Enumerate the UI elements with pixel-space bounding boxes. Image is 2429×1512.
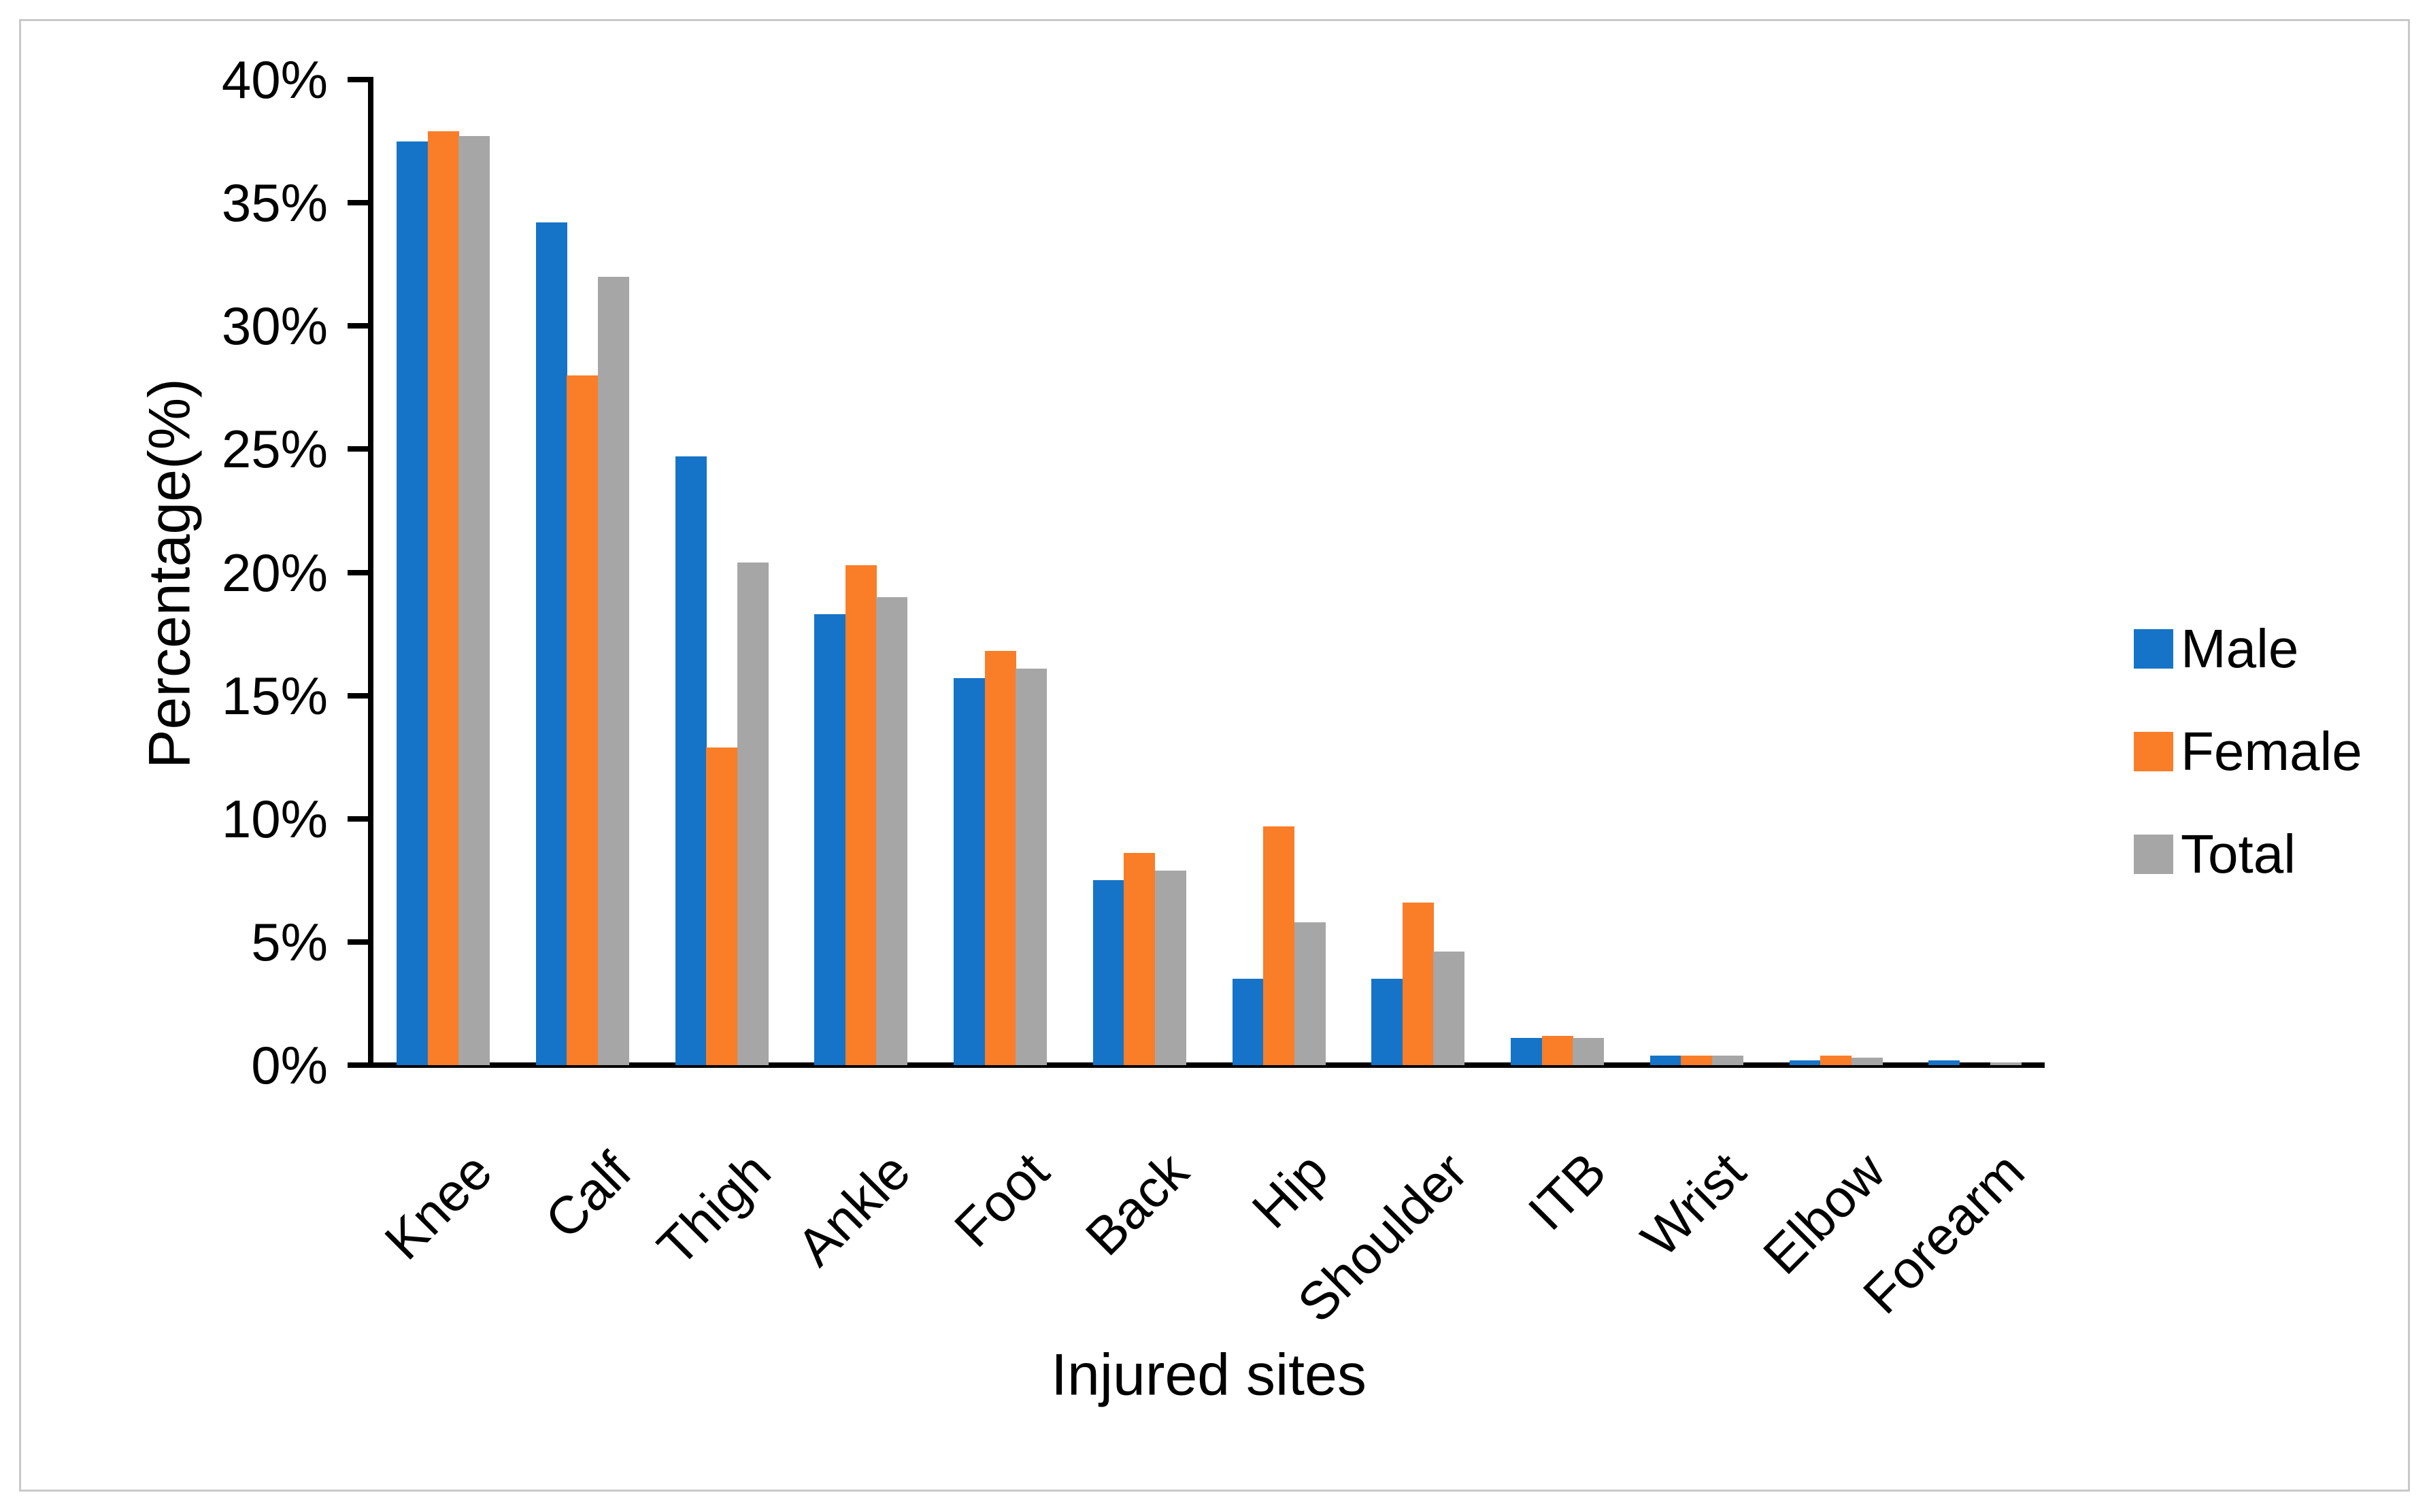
x-axis-title: Injured sites [1051,1342,1367,1408]
bar-male-forearm [1928,1060,1960,1065]
bar-male-shoulder [1371,979,1403,1065]
bar-female-hip [1263,826,1294,1065]
x-axis-line [368,1062,2045,1068]
bar-female-foot [985,651,1016,1065]
bar-total-itb [1573,1038,1604,1065]
bar-female-wrist [1681,1056,1712,1065]
y-tick-label-0-: 0% [251,1035,328,1095]
bar-male-thigh [675,456,707,1065]
y-axis-line [368,77,373,1068]
y-tick-35- [348,200,368,206]
bar-male-back [1093,880,1124,1065]
bar-total-back [1155,871,1186,1065]
bar-female-ankle [845,565,877,1065]
bar-male-knee [397,141,428,1065]
y-tick-label-35-: 35% [221,173,328,233]
bar-male-elbow [1790,1060,1821,1065]
legend-swatch-total [2134,835,2173,874]
bar-total-elbow [1852,1058,1883,1065]
y-tick-0- [348,1062,368,1068]
y-tick-label-5-: 5% [251,911,328,972]
bar-total-ankle [876,597,907,1065]
bar-female-shoulder [1403,903,1434,1065]
y-tick-label-20-: 20% [221,542,328,603]
bar-male-wrist [1650,1056,1681,1065]
y-tick-label-40-: 40% [221,50,328,110]
y-tick-15- [348,692,368,699]
bar-total-wrist [1712,1056,1743,1065]
bar-total-foot [1016,669,1047,1065]
y-tick-label-10-: 10% [221,788,328,849]
y-tick-label-15-: 15% [221,665,328,726]
bar-female-itb [1542,1036,1573,1065]
y-tick-20- [348,569,368,575]
bar-total-forearm [1990,1062,2022,1065]
bar-male-calf [536,222,567,1065]
y-tick-label-30-: 30% [221,296,328,356]
y-tick-40- [348,77,368,82]
bar-female-calf [567,375,598,1065]
bar-female-back [1124,853,1155,1065]
bar-male-foot [954,678,985,1065]
bar-female-elbow [1820,1056,1852,1065]
bar-total-hip [1294,922,1326,1065]
legend-swatch-female [2134,732,2173,771]
bar-male-ankle [814,614,845,1065]
legend-label-male: Male [2181,618,2299,679]
legend-label-total: Total [2181,824,2296,884]
bar-male-itb [1511,1038,1542,1065]
bar-total-thigh [737,562,769,1065]
figure-border [19,19,2410,1492]
bar-male-hip [1233,979,1264,1065]
y-tick-label-25-: 25% [221,419,328,480]
y-tick-10- [348,816,368,822]
y-tick-30- [348,323,368,329]
bar-total-calf [598,277,629,1065]
bar-total-shoulder [1433,952,1464,1065]
bar-total-knee [458,136,490,1065]
legend-label-female: Female [2181,721,2362,782]
y-tick-5- [348,939,368,945]
bar-female-knee [428,131,459,1065]
bar-female-thigh [706,747,737,1065]
legend-swatch-male [2134,629,2173,669]
y-tick-25- [348,446,368,452]
